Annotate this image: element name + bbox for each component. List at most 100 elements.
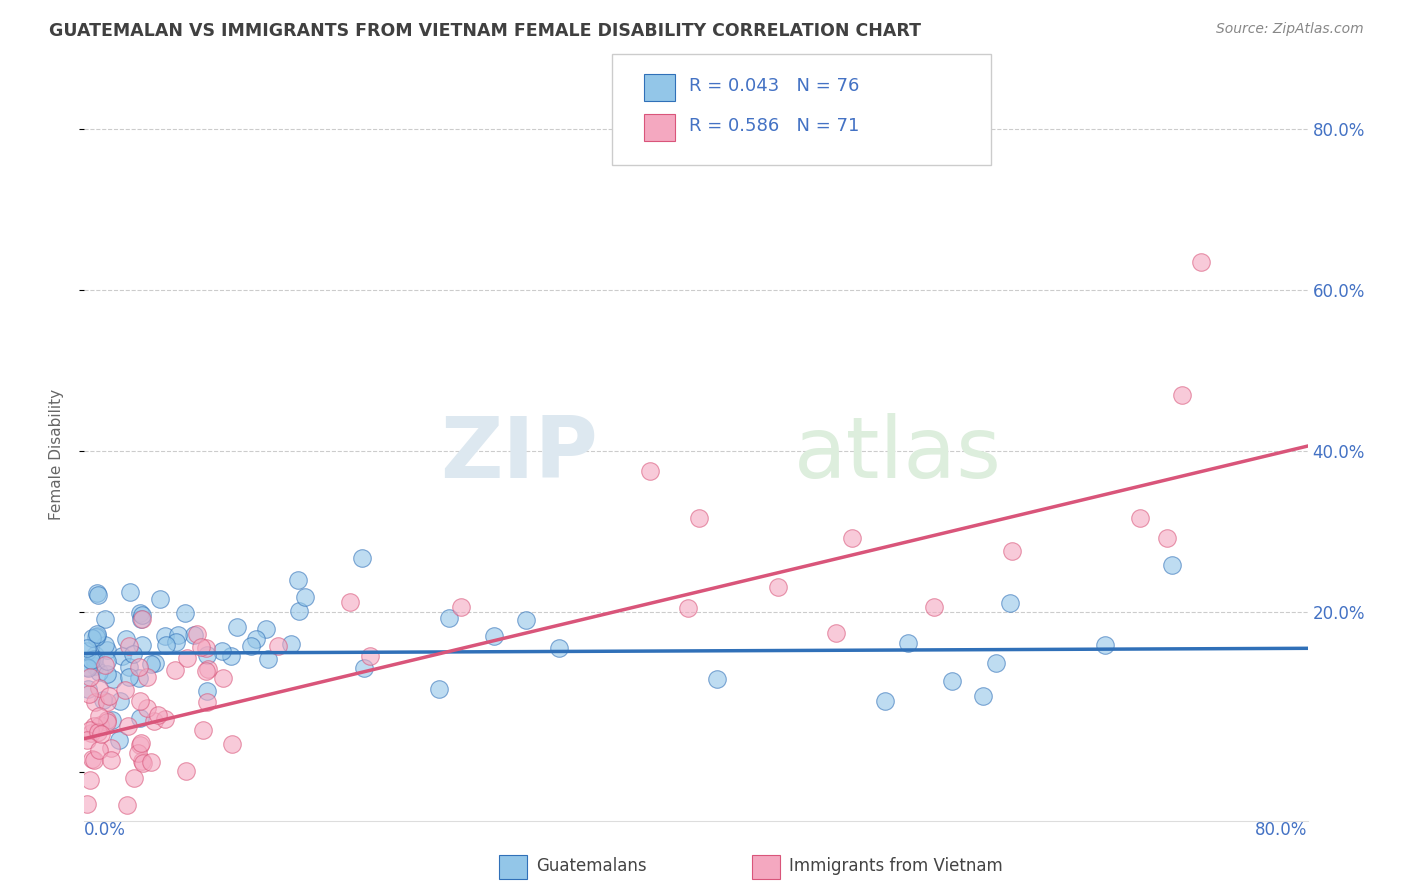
- Point: [688, 511, 710, 525]
- Point: [108, 694, 131, 708]
- Point: [79, 670, 101, 684]
- Point: [825, 625, 848, 640]
- Point: [118, 585, 141, 599]
- Point: [193, 723, 215, 737]
- Point: [768, 581, 790, 595]
- Point: [1171, 387, 1194, 401]
- Point: [131, 756, 153, 770]
- Point: [149, 592, 172, 607]
- Point: [211, 671, 233, 685]
- Point: [353, 661, 375, 675]
- Point: [96, 643, 118, 657]
- Point: [245, 632, 267, 646]
- Point: [83, 648, 105, 663]
- Text: 0.0%: 0.0%: [84, 821, 127, 838]
- Point: [165, 635, 187, 649]
- Point: [972, 689, 994, 703]
- Text: 80.0%: 80.0%: [1256, 821, 1308, 838]
- Point: [96, 713, 118, 727]
- Point: [83, 753, 105, 767]
- Point: [174, 764, 197, 778]
- Point: [79, 772, 101, 787]
- Point: [1094, 638, 1116, 652]
- Point: [1160, 558, 1182, 572]
- Point: [117, 660, 139, 674]
- Point: [427, 682, 450, 697]
- Text: atlas: atlas: [794, 413, 1002, 497]
- Point: [136, 670, 159, 684]
- Point: [94, 612, 117, 626]
- Point: [87, 588, 110, 602]
- Text: R = 0.043   N = 76: R = 0.043 N = 76: [689, 77, 859, 95]
- Point: [359, 649, 381, 664]
- Point: [186, 627, 208, 641]
- Point: [77, 661, 100, 675]
- Point: [101, 714, 124, 728]
- Point: [1000, 544, 1022, 558]
- Point: [101, 672, 124, 686]
- Point: [76, 659, 98, 673]
- Point: [118, 640, 141, 654]
- Point: [211, 644, 233, 658]
- Point: [139, 657, 162, 671]
- Point: [941, 673, 963, 688]
- Point: [153, 629, 176, 643]
- Point: [127, 746, 149, 760]
- Point: [143, 656, 166, 670]
- Point: [155, 638, 177, 652]
- Point: [76, 732, 98, 747]
- Point: [114, 683, 136, 698]
- Point: [129, 612, 152, 626]
- Y-axis label: Female Disability: Female Disability: [49, 389, 63, 521]
- Point: [437, 611, 460, 625]
- Point: [350, 551, 373, 566]
- Point: [115, 632, 138, 646]
- Point: [80, 726, 103, 740]
- Point: [77, 681, 100, 696]
- Point: [110, 649, 132, 664]
- Point: [165, 663, 187, 677]
- Point: [986, 656, 1008, 670]
- Point: [294, 590, 316, 604]
- Point: [122, 771, 145, 785]
- Point: [89, 717, 111, 731]
- Text: Immigrants from Vietnam: Immigrants from Vietnam: [789, 857, 1002, 875]
- Point: [94, 638, 117, 652]
- Point: [195, 684, 218, 698]
- Point: [129, 736, 152, 750]
- Point: [136, 700, 159, 714]
- Point: [339, 595, 361, 609]
- Point: [76, 797, 98, 812]
- Point: [1156, 531, 1178, 545]
- Point: [117, 719, 139, 733]
- Point: [86, 627, 108, 641]
- Point: [96, 667, 118, 681]
- Point: [131, 754, 153, 768]
- Point: [515, 613, 537, 627]
- Point: [1129, 511, 1152, 525]
- Point: [139, 755, 162, 769]
- Point: [108, 733, 131, 747]
- Point: [94, 657, 117, 672]
- Point: [84, 630, 107, 644]
- Point: [226, 620, 249, 634]
- Point: [96, 714, 118, 729]
- Point: [195, 664, 218, 678]
- Point: [100, 740, 122, 755]
- Point: [1189, 255, 1212, 269]
- Point: [87, 724, 110, 739]
- Point: [121, 647, 143, 661]
- Point: [195, 641, 218, 656]
- Point: [183, 628, 205, 642]
- Point: [190, 640, 212, 655]
- Point: [257, 652, 280, 666]
- Point: [922, 599, 945, 614]
- Point: [287, 604, 309, 618]
- Point: [89, 708, 111, 723]
- Point: [174, 606, 197, 620]
- Point: [128, 671, 150, 685]
- Point: [841, 532, 863, 546]
- Point: [97, 689, 120, 703]
- Point: [146, 708, 169, 723]
- Point: [83, 652, 105, 666]
